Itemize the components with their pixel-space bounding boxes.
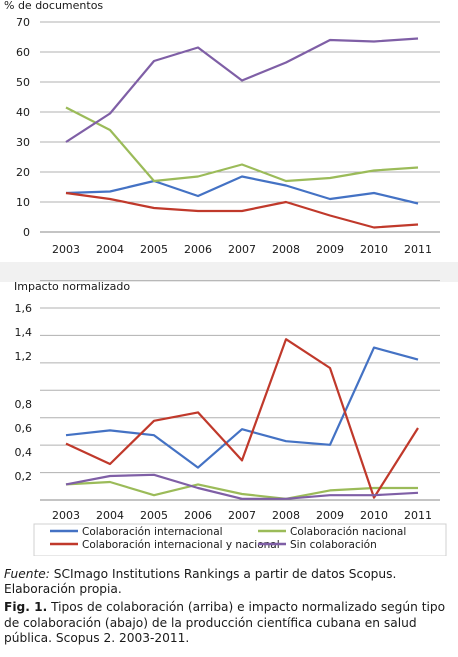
chart-svg-2: Impacto normalizado 0,2 0,4 0,6 0,8 1,2 1,4 1,6… <box>14 280 447 557</box>
x-tick-label: 2005 <box>140 243 168 256</box>
x-tick-label: 2005 <box>140 509 168 522</box>
source-text: SCImago Institutions Rankings a partir d… <box>4 567 397 596</box>
caption-text: Tipos de colaboración (arriba) e impacto… <box>4 600 446 645</box>
x-tick-label: 2009 <box>316 243 344 256</box>
legend-label-nacional: Colaboración nacional <box>290 526 406 538</box>
x-tick-label: 2008 <box>272 509 300 522</box>
y-tick-label: 40 <box>16 106 30 119</box>
y-tick-label: 1,6 <box>15 302 33 315</box>
y-tick-label: 60 <box>16 46 30 59</box>
y-axis-title: % de documentos <box>4 0 103 12</box>
figure-caption: Fig. 1. Tipos de colaboración (arriba) e… <box>4 600 454 647</box>
series-line-sin <box>65 37 419 143</box>
y-tick-label: 50 <box>16 76 30 89</box>
y-tick-label: 0 <box>23 226 30 239</box>
y-tick-label: 0,4 <box>15 446 33 459</box>
x-tick-label: 2011 <box>404 509 432 522</box>
series-line-int_nacional <box>65 191 419 229</box>
y-tick-label: 0,8 <box>15 398 33 411</box>
legend-label-sin: Sin colaboración <box>290 539 377 551</box>
y-axis-title: Impacto normalizado <box>14 280 130 293</box>
y-tick-label: 10 <box>16 196 30 209</box>
y-tick-label: 1,4 <box>15 326 33 339</box>
separator-band <box>0 262 458 282</box>
y-tick-label: 0,6 <box>15 422 33 435</box>
x-tick-label: 2011 <box>404 243 432 256</box>
chart-normalized-impact: Impacto normalizado 0,2 0,4 0,6 0,8 1,2 1,4 1,6… <box>0 276 458 557</box>
y-tick-label: 1,2 <box>15 350 33 363</box>
source-note: Fuente: SCImago Institutions Rankings a … <box>4 567 454 597</box>
chart-svg-1: % de documentos 0 10 20 30 40 50 60 70 2003 2004 20… <box>4 0 440 256</box>
y-tick-label: 30 <box>16 136 30 149</box>
legend-label-int_nacional: Colaboración internacional y nacional <box>82 539 280 551</box>
chart-document-share: % de documentos 0 10 20 30 40 50 60 70 2003 2004 20… <box>0 0 458 265</box>
series-line-sin <box>65 473 419 500</box>
x-tick-label: 2003 <box>52 243 80 256</box>
y-tick-label: 70 <box>16 16 30 29</box>
x-tick-label: 2010 <box>360 243 388 256</box>
y-tick-label: 20 <box>16 166 30 179</box>
caption-label: Fig. 1. <box>4 600 48 614</box>
x-tick-label: 2004 <box>96 243 124 256</box>
x-tick-label: 2007 <box>228 509 256 522</box>
series-line-nacional <box>65 106 419 183</box>
x-tick-label: 2009 <box>316 509 344 522</box>
x-tick-label: 2006 <box>184 509 212 522</box>
x-tick-label: 2003 <box>52 509 80 522</box>
x-tick-label: 2004 <box>96 509 124 522</box>
x-tick-label: 2010 <box>360 509 388 522</box>
legend-label-internacional: Colaboración internacional <box>82 526 223 538</box>
series-line-internacional <box>65 346 419 469</box>
legend-box <box>33 523 447 557</box>
y-tick-label: 0,2 <box>15 470 33 483</box>
series-line-internacional <box>65 175 419 205</box>
x-tick-label: 2006 <box>184 243 212 256</box>
source-label: Fuente: <box>4 567 50 581</box>
x-tick-label: 2008 <box>272 243 300 256</box>
x-tick-label: 2007 <box>228 243 256 256</box>
